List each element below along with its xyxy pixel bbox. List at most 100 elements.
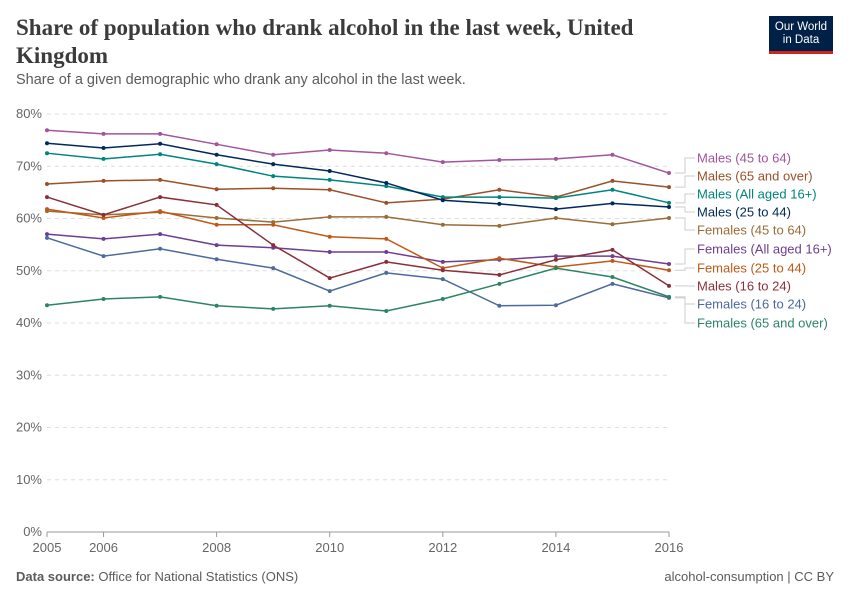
data-point bbox=[610, 275, 615, 280]
chart-slug-license[interactable]: alcohol-consumption | CC BY bbox=[664, 569, 834, 584]
data-point bbox=[384, 270, 389, 275]
data-point bbox=[101, 236, 106, 241]
logo-line-1: Our World bbox=[774, 20, 828, 33]
data-point bbox=[45, 232, 49, 237]
series-line bbox=[46, 237, 670, 307]
data-point bbox=[667, 171, 671, 176]
y-tick-label: 60% bbox=[16, 211, 42, 226]
chart-subtitle: Share of a given demographic who drank a… bbox=[16, 72, 466, 88]
data-point bbox=[101, 254, 106, 259]
y-tick-label: 20% bbox=[16, 420, 42, 435]
data-point bbox=[45, 141, 49, 146]
data-point bbox=[158, 141, 163, 146]
data-point bbox=[327, 177, 332, 182]
x-tick-label: 2008 bbox=[202, 540, 231, 555]
data-point bbox=[667, 205, 671, 210]
data-point bbox=[440, 198, 445, 203]
x-tick-label: 2006 bbox=[89, 540, 118, 555]
series-label: Females (65 and over) bbox=[697, 316, 828, 331]
data-point bbox=[158, 246, 163, 251]
data-point bbox=[610, 247, 615, 252]
data-point bbox=[497, 256, 502, 261]
series-line bbox=[46, 196, 670, 287]
data-point bbox=[384, 151, 389, 156]
data-point bbox=[440, 296, 445, 301]
data-point bbox=[214, 202, 219, 207]
data-point bbox=[553, 156, 558, 161]
data-point bbox=[440, 268, 445, 273]
series-line bbox=[46, 129, 670, 174]
y-tick-label: 50% bbox=[16, 263, 42, 278]
data-point bbox=[667, 200, 671, 205]
data-point bbox=[610, 152, 615, 157]
data-point bbox=[497, 281, 502, 286]
owid-logo[interactable]: Our World in Data bbox=[769, 16, 833, 54]
data-point bbox=[45, 303, 49, 308]
data-point bbox=[158, 195, 163, 200]
data-point bbox=[553, 266, 558, 271]
series-label: Males (45 to 64) bbox=[697, 151, 791, 166]
data-point bbox=[610, 254, 615, 259]
data-point bbox=[271, 222, 276, 227]
data-point bbox=[553, 257, 558, 262]
label-connector bbox=[675, 267, 695, 271]
series-line bbox=[46, 208, 670, 271]
data-point bbox=[610, 201, 615, 206]
data-point bbox=[440, 222, 445, 227]
series-line bbox=[46, 233, 670, 265]
data-point bbox=[158, 209, 163, 214]
data-point bbox=[327, 214, 332, 219]
data-point bbox=[45, 151, 49, 156]
label-connector bbox=[675, 175, 695, 188]
data-point bbox=[553, 196, 558, 201]
data-point bbox=[214, 142, 219, 147]
data-point bbox=[440, 277, 445, 282]
x-tick-label: 2012 bbox=[428, 540, 457, 555]
data-point bbox=[553, 215, 558, 220]
data-point bbox=[271, 306, 276, 311]
source-link[interactable]: Office for National Statistics (ONS) bbox=[98, 569, 299, 584]
series-label: Males (65 and over) bbox=[697, 169, 813, 184]
data-source: Data source: Office for National Statist… bbox=[16, 569, 298, 584]
series-label: Males (16 to 24) bbox=[697, 279, 791, 294]
data-point bbox=[327, 249, 332, 254]
data-point bbox=[610, 178, 615, 183]
series-line bbox=[46, 179, 670, 204]
data-point bbox=[440, 195, 445, 200]
data-point bbox=[158, 177, 163, 182]
data-point bbox=[327, 148, 332, 153]
y-tick-label: 80% bbox=[16, 106, 42, 121]
data-point bbox=[384, 184, 389, 189]
data-point bbox=[214, 152, 219, 157]
data-point bbox=[667, 294, 671, 299]
label-connector bbox=[675, 248, 695, 265]
data-point bbox=[327, 187, 332, 192]
data-point bbox=[384, 180, 389, 185]
y-tick-label: 40% bbox=[16, 315, 42, 330]
data-point bbox=[610, 187, 615, 192]
data-point bbox=[327, 289, 332, 294]
data-point bbox=[45, 182, 49, 187]
data-point bbox=[271, 186, 276, 191]
data-point bbox=[271, 266, 276, 271]
data-point bbox=[214, 162, 219, 167]
x-tick-label: 2010 bbox=[315, 540, 344, 555]
data-point bbox=[214, 243, 219, 248]
data-point bbox=[158, 152, 163, 157]
data-point bbox=[497, 187, 502, 192]
data-point bbox=[553, 207, 558, 212]
data-point bbox=[553, 254, 558, 259]
label-connector bbox=[675, 217, 695, 231]
data-point bbox=[667, 268, 671, 273]
y-tick-label: 10% bbox=[16, 472, 42, 487]
label-connector bbox=[675, 157, 695, 174]
data-point bbox=[158, 232, 163, 237]
series-label: Males (25 to 44) bbox=[697, 205, 791, 220]
data-point bbox=[101, 178, 106, 183]
data-point bbox=[497, 195, 502, 200]
data-point bbox=[327, 303, 332, 308]
y-tick-label: 70% bbox=[16, 158, 42, 173]
series-line bbox=[46, 267, 670, 312]
data-point bbox=[271, 174, 276, 179]
